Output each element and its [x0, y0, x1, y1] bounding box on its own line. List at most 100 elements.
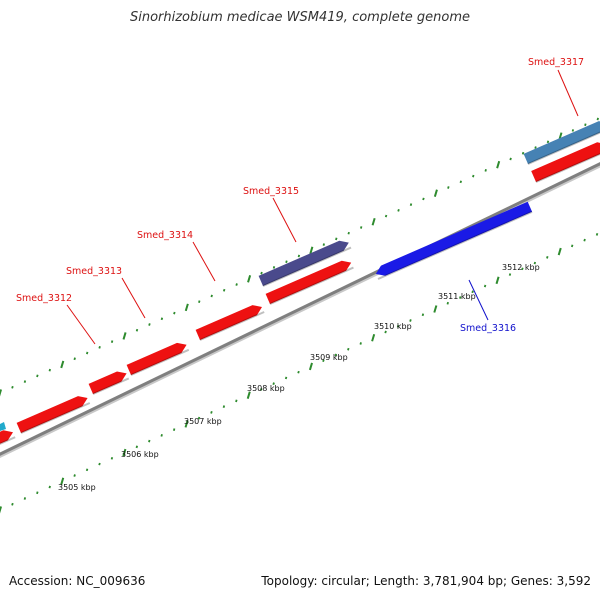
upper-tick [322, 243, 326, 246]
scale-label: 3508 kbp [247, 384, 285, 393]
lower-tick [322, 359, 325, 363]
gene-label-leader [272, 197, 297, 243]
upper-tick [98, 345, 101, 349]
lower-tick [85, 468, 89, 472]
lower-tick [595, 233, 599, 236]
upper-tick [11, 385, 14, 389]
lower-tick [421, 313, 425, 317]
gene-label-leader [192, 241, 216, 282]
scale-label: 3512 kbp [502, 263, 540, 272]
upper-tick [173, 311, 176, 315]
scale-label: 3509 kbp [310, 353, 348, 362]
upper-tick [571, 129, 575, 132]
gene-label-leader [468, 279, 489, 321]
forward-gene [195, 305, 262, 340]
upper-tick [472, 174, 475, 178]
upper-tick [509, 157, 512, 161]
lower-tick [222, 405, 226, 408]
lower-tick [359, 342, 362, 345]
lower-tick [73, 474, 76, 477]
lower-tick [384, 330, 387, 334]
gene-label-leader [66, 304, 96, 345]
gene-smed-3317 [523, 121, 600, 164]
gene-label: Smed_3314 [137, 230, 193, 241]
upper-tick [122, 332, 127, 340]
upper-tick [285, 260, 288, 264]
upper-tick [23, 380, 27, 383]
lower-tick [260, 388, 263, 391]
forward-gene [531, 142, 600, 182]
lower-tick [459, 296, 462, 299]
forward-gene [126, 342, 187, 375]
upper-tick [371, 217, 376, 226]
upper-tick [73, 357, 76, 361]
upper-tick [0, 389, 3, 397]
lower-tick [495, 276, 500, 285]
lower-tick [508, 273, 512, 276]
upper-tick [235, 283, 238, 286]
upper-tick [160, 317, 164, 321]
upper-tick [596, 117, 599, 121]
upper-tick [347, 231, 350, 235]
accession-text: Accession: NC_009636 [9, 574, 146, 588]
forward-gene-shadow [0, 436, 16, 445]
forward-gene-shadow [20, 402, 91, 434]
lower-tick [533, 261, 537, 265]
upper-tick [210, 294, 213, 298]
lower-tick [446, 301, 449, 305]
gene-label: Smed_3317 [528, 57, 584, 68]
upper-tick [584, 123, 587, 127]
lower-tick [308, 362, 313, 371]
upper-tick [198, 300, 201, 304]
upper-tick [85, 351, 89, 355]
forward-gene-shadow [130, 348, 190, 376]
upper-tick [309, 246, 314, 255]
upper-tick [135, 328, 139, 332]
gene-smed-3316-shadow [377, 210, 533, 280]
upper-tick [534, 146, 537, 149]
upper-tick [335, 237, 338, 241]
upper-tick [397, 208, 400, 212]
backbone [0, 162, 600, 456]
gene-label: Smed_3312 [16, 293, 72, 304]
lower-tick [521, 267, 524, 271]
gene-label-leader [121, 277, 146, 319]
lower-tick [570, 244, 574, 248]
lower-tick [11, 502, 14, 506]
scale-label: 3507 kbp [184, 417, 222, 426]
upper-tick [484, 169, 487, 172]
lower-tick [160, 433, 163, 437]
upper-tick [384, 214, 388, 218]
map-title: Sinorhizobium medicae WSM419, complete g… [129, 10, 471, 25]
forward-gene [265, 260, 352, 304]
lower-tick [371, 333, 376, 342]
upper-tick [48, 368, 52, 372]
lower-tick [334, 353, 338, 357]
gene-smed-3317-shadow [527, 131, 600, 165]
gene-label-leader [557, 69, 579, 117]
lower-tick [172, 428, 176, 431]
upper-tick [422, 197, 425, 201]
lower-tick [583, 238, 586, 242]
scale-label: 3511 kbp [438, 292, 476, 301]
upper-tick [297, 254, 301, 258]
gene-label: Smed_3315 [243, 186, 299, 197]
lower-tick [297, 370, 300, 374]
upper-tick [222, 288, 226, 292]
lower-tick [148, 439, 151, 443]
lower-tick [36, 491, 39, 495]
upper-tick [521, 151, 525, 155]
upper-tick [36, 374, 39, 378]
lower-tick [546, 255, 549, 259]
lower-tick [557, 247, 562, 256]
gene-fragment [0, 422, 6, 431]
upper-tick [260, 271, 263, 275]
scale-label: 3510 kbp [374, 322, 412, 331]
gene-label: Smed_3316 [460, 323, 516, 334]
lower-tick [433, 305, 438, 313]
lower-tick [347, 347, 350, 351]
forward-gene-shadow [535, 152, 600, 183]
gene-label: Smed_3313 [66, 266, 122, 277]
forward-gene [0, 430, 13, 444]
lower-tick [110, 456, 114, 460]
